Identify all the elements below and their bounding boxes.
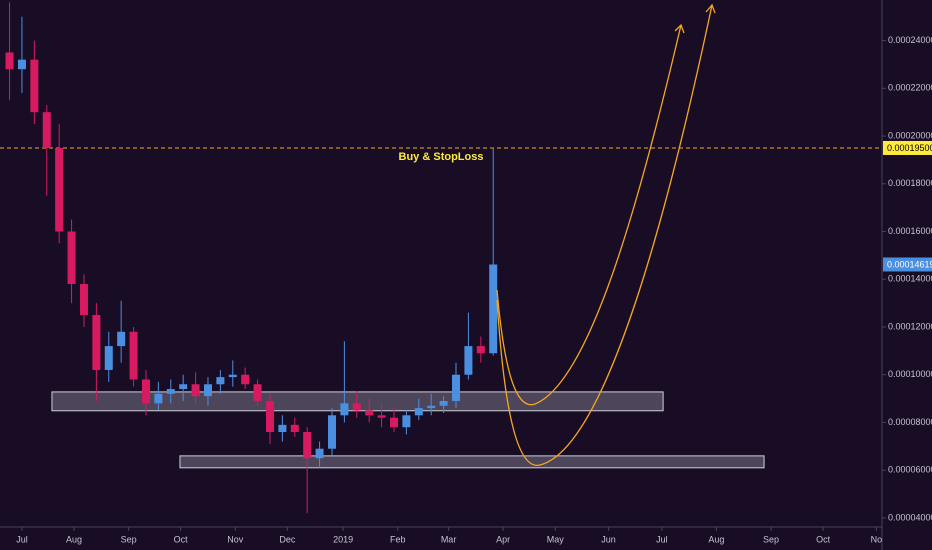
support-zone — [179, 455, 765, 469]
candle-body — [104, 346, 113, 370]
candle-body — [5, 52, 14, 70]
y-tick-label: 0.00014000 — [888, 274, 932, 284]
x-tick-label: Aug — [66, 534, 82, 544]
candle-body — [290, 424, 299, 433]
candle-body — [377, 415, 386, 418]
x-tick-label: Sep — [763, 534, 779, 544]
x-tick-label: Nov — [227, 534, 244, 544]
y-tick-label: 0.00008000 — [888, 417, 932, 427]
candle-body — [402, 415, 411, 428]
x-tick-label: Apr — [496, 534, 510, 544]
candle-body — [67, 231, 76, 285]
candle-body — [191, 384, 200, 397]
candle-body — [42, 112, 51, 148]
arrow-head — [705, 3, 716, 14]
candles — [5, 2, 498, 514]
x-tick-label: Dec — [279, 534, 296, 544]
projection-arrows — [496, 3, 716, 466]
candle-body — [117, 331, 126, 347]
candle-body — [55, 147, 64, 232]
candle-body — [439, 400, 448, 406]
projection-curve — [496, 24, 682, 406]
x-tick-label: Oct — [816, 534, 831, 544]
candle-body — [278, 424, 287, 433]
y-tick-label: 0.00018000 — [888, 178, 932, 188]
axes: 0.00004000 0.00006000 0.00008000 0.00010000… — [16, 35, 932, 544]
candle-body — [30, 59, 39, 113]
candle-body — [228, 374, 237, 378]
price-tag-label: 0.00014619 — [887, 259, 932, 269]
x-tick-label: Jul — [656, 534, 668, 544]
x-tick-label: Jun — [601, 534, 616, 544]
candle-body — [241, 374, 250, 385]
candle-body — [129, 331, 138, 380]
x-tick-label: Mar — [441, 534, 457, 544]
candle-body — [340, 403, 349, 416]
x-tick-label: Oct — [174, 534, 189, 544]
x-tick-label: Jul — [16, 534, 28, 544]
candle-body — [265, 400, 274, 433]
x-tick-label: Aug — [708, 534, 724, 544]
annotation: Buy & StopLoss — [399, 151, 484, 163]
price-tag — [883, 140, 932, 155]
y-tick-label: 0.00016000 — [888, 226, 932, 236]
candle-body — [452, 374, 461, 401]
x-tick-label: Sep — [121, 534, 137, 544]
candle-body — [352, 403, 361, 411]
x-tick-label: No — [871, 534, 883, 544]
x-tick-label: Feb — [390, 534, 406, 544]
support-zone — [51, 391, 664, 412]
candle-body — [203, 384, 212, 397]
candle-body — [315, 448, 324, 459]
y-tick-label: 0.00022000 — [888, 83, 932, 93]
candle-body — [303, 432, 312, 459]
y-tick-label: 0.00024000 — [888, 35, 932, 45]
x-tick-label: May — [547, 534, 565, 544]
candle-body — [17, 59, 26, 70]
candle-body — [179, 384, 188, 390]
y-tick-label: 0.00004000 — [888, 512, 932, 522]
price-tag — [883, 257, 932, 272]
y-tick-label: 0.00010000 — [888, 369, 932, 379]
arrow-head — [674, 23, 685, 34]
candle-body — [79, 284, 88, 316]
candle-body — [166, 389, 175, 394]
y-tick-label: 0.00012000 — [888, 321, 932, 331]
candle-body — [327, 415, 336, 449]
x-tick-label: 2019 — [333, 534, 353, 544]
candle-body — [92, 315, 101, 370]
y-tick-label: 0.00020000 — [888, 130, 932, 140]
projection-curve — [496, 4, 713, 466]
candle-body — [414, 408, 423, 416]
candle-body — [489, 264, 498, 354]
candle-body — [154, 393, 163, 404]
y-tick-label: 0.00006000 — [888, 465, 932, 475]
candle-body — [464, 346, 473, 375]
candle-body — [141, 379, 150, 404]
candle-body — [253, 384, 262, 401]
candle-body — [476, 346, 485, 354]
candle-body — [365, 410, 374, 416]
drawings — [0, 147, 882, 469]
candle-body — [389, 417, 398, 428]
candle-body — [427, 405, 436, 409]
price-tag-label: 0.00019500 — [887, 143, 932, 153]
candle-body — [216, 377, 225, 385]
